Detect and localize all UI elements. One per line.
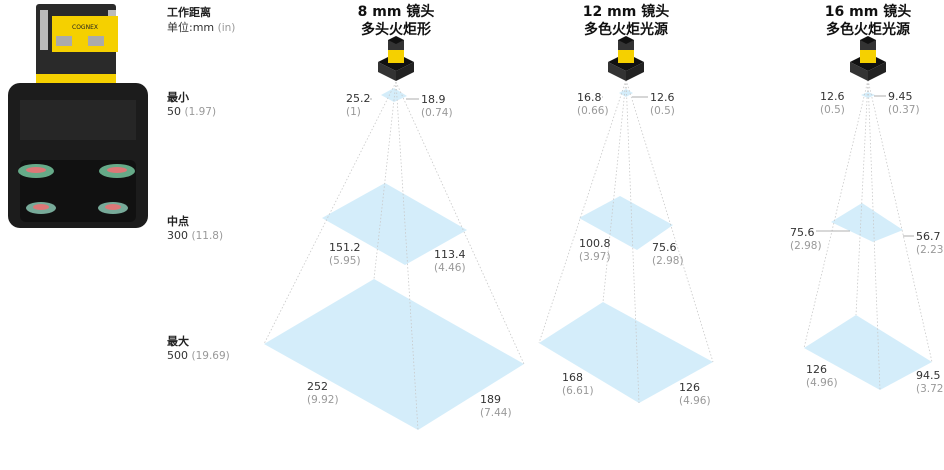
fov-mid-width-in: (2.98) — [790, 240, 822, 252]
fov-edge-line — [855, 79, 869, 316]
fov-max-area — [264, 279, 524, 430]
fov-mid-height-in: (4.46) — [434, 262, 466, 274]
fov-min-height-mm: 12.6 — [650, 91, 675, 104]
fov-min-area — [861, 92, 875, 98]
fov-mid-area — [831, 203, 903, 242]
fov-min-width-mm: 12.6 — [820, 90, 845, 103]
fov-min-width-in: (0.66) — [577, 105, 609, 117]
fov-mid-width-in: (3.97) — [579, 251, 611, 263]
lens-2-fov-diagram: 16 mm 镜头多色火炬光源12.6(0.5)9.45(0.37)75.6(2.… — [790, 3, 944, 395]
camera-logo: COGNEX — [72, 24, 98, 31]
fov-mid-height-in: (2.98) — [652, 255, 684, 267]
fov-min-width-in: (1) — [346, 106, 361, 118]
fov-edge-line — [625, 79, 714, 363]
fov-edge-line — [867, 79, 881, 391]
legend-mid-label: 中点 — [167, 214, 189, 228]
fov-min-height-in: (0.37) — [888, 104, 920, 116]
fov-max-height-in: (3.72) — [916, 383, 944, 395]
fov-mid-height-mm: 113.4 — [434, 248, 466, 261]
fov-min-width-mm: 25.2 — [346, 92, 371, 105]
fov-max-area — [804, 315, 932, 390]
lens-subtitle: 多色火炬光源 — [826, 21, 910, 38]
fov-mid-height-in: (2.23) — [916, 244, 944, 256]
fov-min-area — [619, 89, 633, 97]
fov-mid-height-mm: 75.6 — [652, 241, 677, 254]
fov-edge-line — [867, 79, 933, 363]
legend-min-value: 50 (1.97) — [167, 105, 216, 118]
fov-mid-width-mm: 100.8 — [579, 237, 611, 250]
fov-max-height-mm: 94.5 — [916, 369, 941, 382]
fov-min-width-in: (0.5) — [820, 104, 845, 116]
camera-product-image: COGNEX — [8, 4, 148, 228]
fov-mid-area — [322, 183, 467, 265]
lens-title: 8 mm 镜头 — [358, 3, 435, 20]
lens-subtitle: 多色火炬光源 — [584, 21, 668, 38]
fov-min-height-in: (0.74) — [421, 107, 453, 119]
camera-icon — [378, 36, 414, 81]
fov-edge-line — [395, 81, 525, 365]
fov-max-area — [539, 302, 713, 403]
fov-max-height-in: (4.96) — [679, 395, 711, 407]
fov-max-height-in: (7.44) — [480, 407, 512, 419]
fov-max-width-in: (9.92) — [307, 394, 339, 406]
fov-edge-line — [373, 81, 397, 280]
fov-max-height-mm: 189 — [480, 393, 501, 406]
fov-edge-line — [538, 79, 627, 344]
fov-edge-line — [625, 79, 640, 404]
fov-max-width-mm: 252 — [307, 380, 328, 393]
fov-edge-line — [602, 79, 627, 303]
fov-min-width-mm: 16.8 — [577, 91, 602, 104]
fov-max-width-mm: 168 — [562, 371, 583, 384]
fov-max-width-mm: 126 — [806, 363, 827, 376]
lens-title: 16 mm 镜头 — [825, 3, 911, 20]
legend-mid-value: 300 (11.8) — [167, 229, 223, 242]
fov-min-height-in: (0.5) — [650, 105, 675, 117]
fov-max-width-in: (6.61) — [562, 385, 594, 397]
legend-min-label: 最小 — [167, 90, 189, 104]
fov-max-width-in: (4.96) — [806, 377, 838, 389]
fov-min-height-mm: 18.9 — [421, 93, 446, 106]
legend-max-label: 最大 — [167, 334, 189, 348]
fov-max-height-mm: 126 — [679, 381, 700, 394]
legend-title: 工作距离 — [167, 5, 211, 19]
lens-subtitle: 多头火炬形 — [361, 21, 431, 38]
fov-mid-width-mm: 151.2 — [329, 241, 361, 254]
camera-icon — [850, 36, 886, 81]
legend-max-value: 500 (19.69) — [167, 349, 230, 362]
fov-mid-width-mm: 75.6 — [790, 226, 815, 239]
fov-edge-line — [395, 81, 419, 431]
lens-title: 12 mm 镜头 — [583, 3, 669, 20]
camera-icon — [608, 36, 644, 81]
fov-min-height-mm: 9.45 — [888, 90, 913, 103]
fov-mid-width-in: (5.95) — [329, 255, 361, 267]
fov-mid-area — [579, 196, 673, 250]
fov-mid-height-mm: 56.7 — [916, 230, 941, 243]
fov-edge-line — [803, 79, 869, 349]
legend-units: 单位:mm (in) — [167, 20, 235, 34]
